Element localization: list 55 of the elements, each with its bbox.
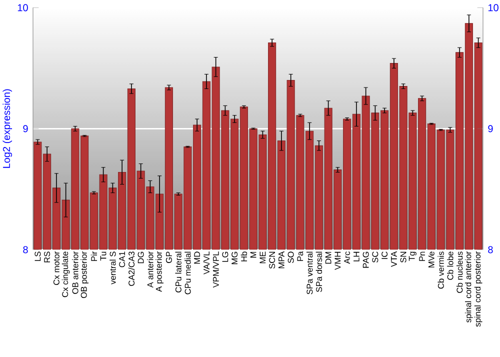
x-tick-label: SN — [400, 252, 406, 262]
x-tick-label: PAG — [362, 252, 369, 268]
x-tick-label: Hb — [240, 251, 248, 262]
x-tick-label: LS — [34, 251, 41, 261]
x-tick-label: VTA — [391, 251, 397, 267]
x-tick-label: Pir — [90, 251, 97, 261]
x-tick-label: SPa dorsal — [316, 252, 322, 292]
x-tick-label: OB anterior — [72, 251, 78, 294]
x-tick-label: CA1 — [119, 252, 126, 268]
x-tick-label: MVe — [428, 251, 434, 268]
x-tick-label: Tg — [408, 252, 416, 261]
x-tick-label: Arc — [344, 251, 350, 264]
x-tick-label: Cx motor — [53, 251, 60, 285]
x-tick-label: spinal cord posterior — [474, 251, 482, 327]
x-tick-label: CA2/CA3 — [128, 251, 135, 286]
x-tick-label: SC — [372, 251, 378, 262]
y-tick-label: 9 — [23, 124, 28, 132]
x-tick-label: LG — [222, 252, 228, 262]
x-tick-label: CPu lateral — [175, 252, 182, 292]
x-tick-label: Cb lobe — [447, 251, 454, 280]
x-tick-label: A anterior — [147, 251, 154, 288]
x-tick-label: SPa ventral — [306, 252, 313, 294]
x-tick-label: Pa — [297, 251, 304, 261]
x-tick-label: Pn — [419, 252, 425, 261]
x-tick-label: spinal cord anterior — [465, 251, 473, 322]
x-tick-label: M — [250, 252, 256, 258]
y-axis-title: Log2 (expression) — [2, 89, 12, 168]
x-tick-label: MD — [194, 252, 200, 264]
y2-tick-label: 10 — [488, 4, 498, 12]
x-tick-label: DG — [138, 252, 144, 264]
x-tick-label: VMH — [334, 252, 341, 270]
x-tick-label: Cb vermis — [438, 251, 444, 288]
x-tick-label: GP — [166, 252, 172, 263]
x-tick-label: ME — [260, 251, 266, 264]
x-tick-label: VPM/VPL — [212, 251, 219, 288]
x-tick-label: SO — [288, 252, 294, 263]
y2-tick-label: 8 — [488, 246, 493, 254]
x-tick-label: VA/VL — [203, 251, 210, 274]
y2-tick-label: 9 — [488, 124, 493, 132]
x-tick-label: DM — [325, 252, 332, 264]
x-tick-label: CPu medial — [184, 252, 191, 294]
y-tick-label: 8 — [23, 246, 28, 254]
x-tick-label: A posterior — [156, 251, 164, 292]
x-tick-label: Tu — [100, 252, 106, 260]
x-tick-label: OB posterior — [80, 251, 88, 298]
x-tick-label: SCN — [269, 252, 276, 268]
x-tick-label: LH — [354, 252, 360, 262]
x-tick-label: Cx cingulate — [62, 251, 70, 297]
x-tick-label: IC — [382, 251, 388, 259]
x-tick-label: MG — [232, 252, 238, 264]
x-tick-label: ventral S — [110, 251, 116, 284]
x-tick-label: RS — [44, 251, 50, 262]
x-tick-label: Cb nucleus — [456, 251, 463, 293]
y-tick-label: 10 — [18, 4, 28, 12]
x-tick-label: MPA — [278, 251, 284, 268]
